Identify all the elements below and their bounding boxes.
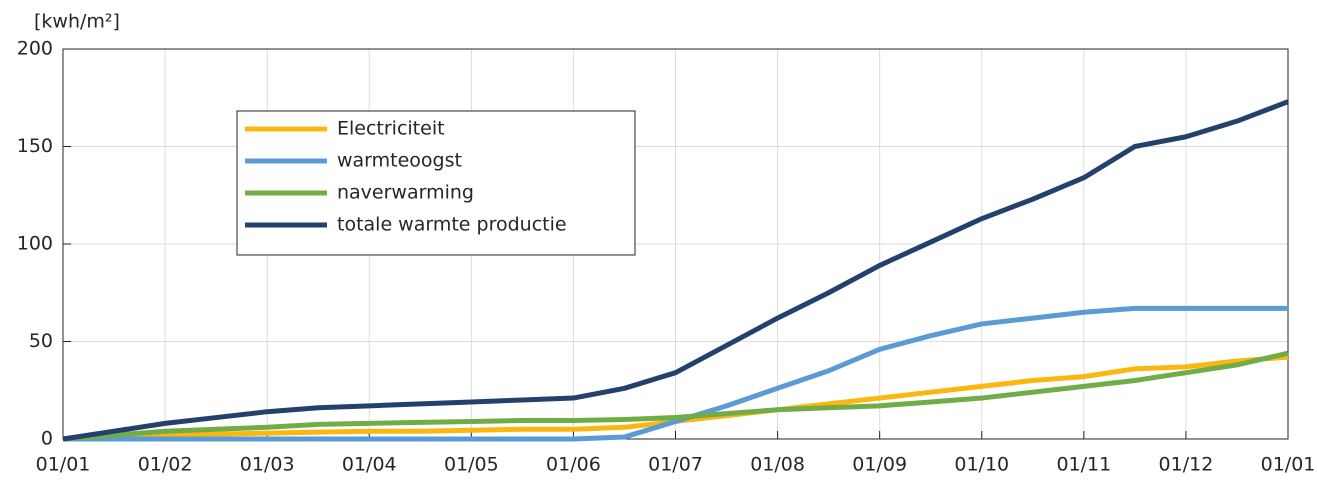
legend: Electriciteit warmteoogst naverwarming tota…: [236, 110, 636, 256]
x-tick-label: 01/06: [546, 454, 601, 476]
x-tick-label: 01/01: [1261, 454, 1316, 476]
x-tick-label: 01/03: [240, 454, 295, 476]
x-tick-label: 01/11: [1056, 454, 1111, 476]
plot-frame: [62, 48, 1289, 440]
series-line: [62, 99, 1289, 442]
y-tick-label: 150: [17, 135, 53, 157]
x-tick-label: 01/02: [138, 454, 193, 476]
x-tick-label: 01/10: [954, 454, 1009, 476]
legend-box: [236, 110, 636, 256]
y-tick-label: 100: [17, 233, 53, 255]
x-tick-label: 01/12: [1159, 454, 1214, 476]
legend-label: warmteoogst: [337, 150, 462, 172]
legend-label: naverwarming: [337, 182, 474, 204]
x-tick-label: 01/01: [36, 454, 91, 476]
x-tick-label: 01/09: [852, 454, 907, 476]
y-tick-label: 0: [41, 428, 53, 450]
legend-label: totale warmte productie: [337, 214, 567, 236]
y-axis-label: [kwh/m²]: [34, 11, 120, 33]
x-tick-label: 01/05: [444, 454, 499, 476]
y-tick-label: 200: [17, 38, 53, 60]
x-tick-label: 01/04: [342, 454, 397, 476]
legend-label: Electriciteit: [337, 118, 445, 140]
series-line: [63, 305, 1288, 442]
y-tick-label: 50: [29, 330, 53, 352]
x-tick-label: 01/07: [648, 454, 703, 476]
series-line: [62, 350, 1289, 442]
x-tick-label: 01/08: [750, 454, 805, 476]
